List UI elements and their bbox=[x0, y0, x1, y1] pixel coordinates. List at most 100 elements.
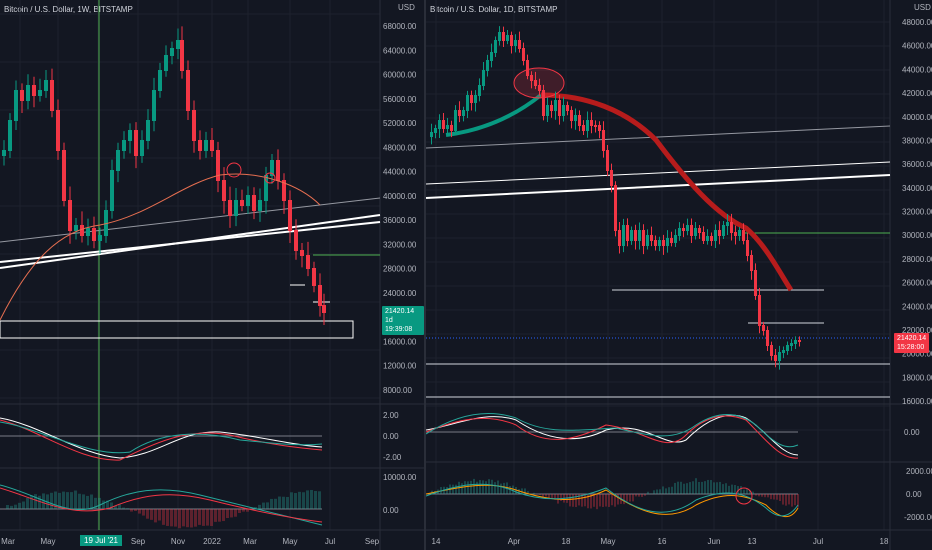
histogram-bar bbox=[518, 489, 520, 494]
histogram-bar bbox=[238, 509, 241, 514]
candle-body bbox=[526, 60, 529, 76]
candle-body bbox=[246, 195, 250, 206]
histogram-bar bbox=[222, 509, 225, 522]
candle-body bbox=[662, 240, 665, 246]
candle-body bbox=[2, 150, 6, 156]
histogram-bar bbox=[158, 509, 161, 521]
crosshair-date-chip: 19 Jul '21 bbox=[80, 535, 122, 546]
price-axis-label: 24000.00 bbox=[902, 302, 932, 311]
histogram-bar bbox=[671, 486, 673, 494]
time-axis-label: May bbox=[600, 537, 615, 546]
weekly-chart-canvas[interactable]: 68000.00 64000.00 60000.00 56000.00 52000.00… bbox=[0, 0, 424, 550]
candle-body bbox=[666, 238, 669, 246]
price-axis-label: 42000.00 bbox=[902, 89, 932, 98]
price-axis-label: 40000.00 bbox=[383, 192, 417, 201]
candle-body bbox=[798, 340, 801, 342]
candle-body bbox=[630, 230, 633, 241]
price-axis-label: 26000.00 bbox=[902, 279, 932, 288]
histogram-bar bbox=[118, 504, 121, 509]
histogram-bar bbox=[773, 494, 775, 500]
histogram-bar bbox=[202, 509, 205, 526]
histogram-bar bbox=[455, 484, 457, 494]
candle-body bbox=[602, 130, 605, 151]
candle-body bbox=[86, 228, 90, 236]
time-axis-label: Jul bbox=[325, 537, 335, 546]
histogram-bar bbox=[278, 496, 281, 509]
candle-body bbox=[140, 140, 144, 156]
candle-body bbox=[582, 125, 585, 131]
histogram-bar bbox=[788, 494, 790, 505]
candle-body bbox=[146, 120, 150, 141]
pane-divider[interactable] bbox=[424, 0, 426, 550]
candle-body bbox=[122, 140, 126, 151]
histogram-bar bbox=[683, 483, 685, 494]
trend-line bbox=[426, 161, 891, 185]
osc-axis-label: 2.00 bbox=[383, 411, 399, 420]
histogram-bar bbox=[26, 497, 29, 509]
candle-body bbox=[714, 230, 717, 241]
candle-body bbox=[498, 32, 501, 41]
histogram-bar bbox=[290, 492, 293, 509]
price-axis-label: 64000.00 bbox=[383, 46, 417, 55]
candle-body bbox=[758, 295, 761, 326]
histogram-bar bbox=[770, 494, 772, 500]
time-axis-label: 2022 bbox=[203, 537, 221, 546]
histogram-bar bbox=[716, 482, 718, 494]
candle-body bbox=[550, 105, 553, 111]
candle-body bbox=[56, 110, 60, 151]
price-axis-label: 40000.00 bbox=[902, 113, 932, 122]
osc-line bbox=[0, 484, 323, 526]
histogram-bar bbox=[752, 491, 754, 494]
histogram-bar bbox=[593, 494, 595, 507]
histogram-bar bbox=[665, 488, 667, 494]
histogram-bar bbox=[656, 489, 658, 494]
signal-line bbox=[0, 417, 323, 459]
histogram-bar bbox=[608, 494, 610, 507]
candle-body bbox=[158, 70, 162, 91]
histogram-bar bbox=[170, 509, 173, 527]
candle-body bbox=[252, 195, 256, 211]
histogram-bar bbox=[90, 494, 93, 509]
support-zone-box bbox=[0, 320, 354, 339]
price-axis-label: 46000.00 bbox=[902, 42, 932, 51]
histogram-bar bbox=[488, 479, 490, 494]
histogram-bar bbox=[166, 509, 169, 526]
histogram-bar bbox=[106, 500, 109, 509]
weekly-chart-pane[interactable]: Bitcoin / U.S. Dollar, 1W, BITSTAMP 6800… bbox=[0, 0, 424, 550]
candle-body bbox=[240, 200, 244, 206]
daily-chart-pane[interactable]: Bitcoin / U.S. Dollar, 1D, BITSTAMP 4800… bbox=[426, 0, 932, 550]
candle-body bbox=[794, 340, 797, 344]
candle-body bbox=[658, 240, 661, 246]
price-axis-label: 68000.00 bbox=[383, 22, 417, 31]
histogram-bar bbox=[740, 486, 742, 494]
candle-body bbox=[450, 125, 453, 131]
candle-body bbox=[586, 120, 589, 131]
candle-body bbox=[462, 110, 465, 116]
histogram-bar bbox=[797, 494, 799, 508]
histogram-bar bbox=[10, 505, 13, 509]
trend-ribbon-bull bbox=[445, 93, 543, 137]
candle-body bbox=[234, 200, 238, 216]
daily-chart-canvas[interactable]: 48000.00 46000.00 44000.00 42000.00 40000.00… bbox=[426, 0, 932, 550]
histogram-bar bbox=[154, 509, 157, 523]
candle-body bbox=[490, 52, 493, 61]
candle-body bbox=[176, 40, 180, 49]
candle-body bbox=[506, 35, 509, 41]
histogram-bar bbox=[776, 494, 778, 500]
candle-body bbox=[134, 130, 138, 156]
moving-average-line bbox=[0, 173, 321, 321]
histogram-bar bbox=[482, 480, 484, 494]
candle-body bbox=[216, 150, 220, 181]
histogram-bar bbox=[274, 498, 277, 509]
histogram-bar bbox=[569, 494, 571, 507]
candle-body bbox=[152, 90, 156, 121]
price-axis-label: 36000.00 bbox=[902, 160, 932, 169]
candle-body bbox=[574, 115, 577, 121]
histogram-bar bbox=[18, 502, 21, 509]
price-axis-label: 16000.00 bbox=[383, 337, 417, 346]
trend-line bbox=[0, 221, 381, 263]
histogram-bar bbox=[282, 496, 285, 509]
candle-body bbox=[198, 140, 202, 151]
candle-body bbox=[690, 225, 693, 236]
histogram-bar bbox=[542, 494, 544, 499]
